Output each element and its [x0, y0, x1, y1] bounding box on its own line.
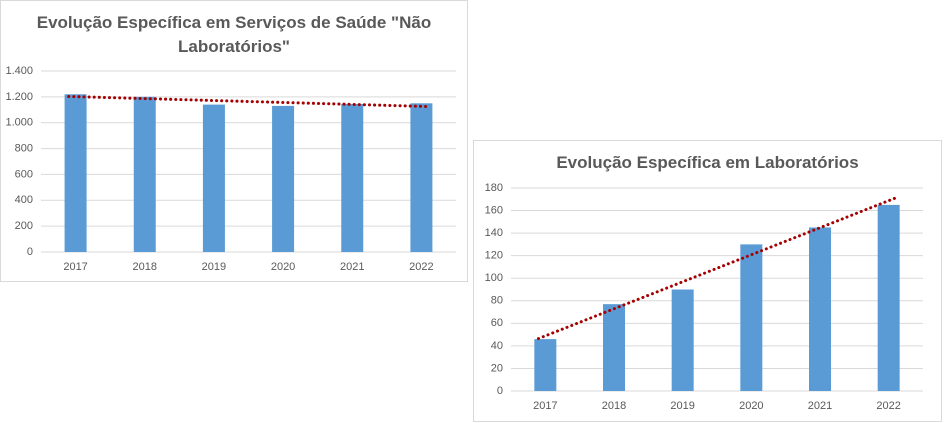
bar	[133, 96, 156, 252]
y-tick-label: 120	[485, 250, 503, 262]
y-tick-label: 0	[497, 385, 503, 397]
bar	[410, 103, 433, 252]
y-tick-label: 600	[15, 168, 33, 180]
x-tick-label: 2019	[202, 261, 226, 273]
chart-title: Evolução Específica em Laboratórios	[556, 153, 859, 172]
trendline	[536, 196, 898, 341]
y-tick-label: 140	[485, 227, 503, 239]
bar	[809, 227, 831, 391]
x-tick-label: 2018	[133, 261, 157, 273]
trendline	[67, 94, 430, 109]
x-tick-label: 2018	[602, 400, 626, 412]
bar	[603, 304, 625, 391]
bar	[877, 204, 900, 391]
y-tick-label: 40	[491, 340, 503, 352]
x-tick-label: 2019	[670, 400, 694, 412]
bar	[64, 94, 87, 253]
y-tick-label: 1.400	[5, 65, 33, 77]
y-tick-label: 80	[491, 295, 503, 307]
chart-box: Evolução Específica em Laboratórios 0 20 4…	[473, 140, 942, 422]
bar	[740, 244, 763, 391]
chart-title: Evolução Específica em Serviços de Saúde…	[36, 13, 432, 56]
x-tick-label: 2017	[533, 400, 557, 412]
chart: 0 200 400 600 800 1.000 1.200 1.400 2017 2018 2019…	[5, 65, 456, 273]
y-tick-label: 400	[15, 194, 33, 206]
y-tick-label: 160	[485, 204, 503, 216]
x-tick-label: 2022	[409, 261, 433, 273]
x-tick-label: 2022	[876, 400, 900, 412]
bar	[534, 339, 557, 391]
y-tick-label: 1.000	[5, 117, 33, 129]
chart-box: Evolução Específica em Serviços de Saúde…	[0, 0, 468, 282]
x-tick-label: 2020	[739, 400, 763, 412]
bar	[341, 103, 364, 252]
chart: 0 20 40 60 80 100 120 140 160 180 2017 2018 2019 2020…	[485, 182, 923, 412]
y-tick-label: 1.200	[5, 91, 33, 103]
x-tick-label: 2021	[340, 261, 364, 273]
x-tick-label: 2020	[271, 261, 295, 273]
y-tick-label: 20	[491, 362, 503, 374]
bar	[272, 105, 295, 253]
y-tick-label: 180	[485, 182, 503, 194]
x-tick-label: 2021	[808, 400, 832, 412]
y-tick-label: 60	[491, 317, 503, 329]
y-tick-label: 800	[15, 142, 33, 154]
bar	[202, 104, 225, 252]
y-tick-label: 100	[485, 272, 503, 284]
y-tick-label: 0	[27, 246, 33, 258]
x-tick-label: 2017	[63, 261, 87, 273]
y-tick-label: 200	[15, 220, 33, 232]
bar	[671, 289, 694, 391]
